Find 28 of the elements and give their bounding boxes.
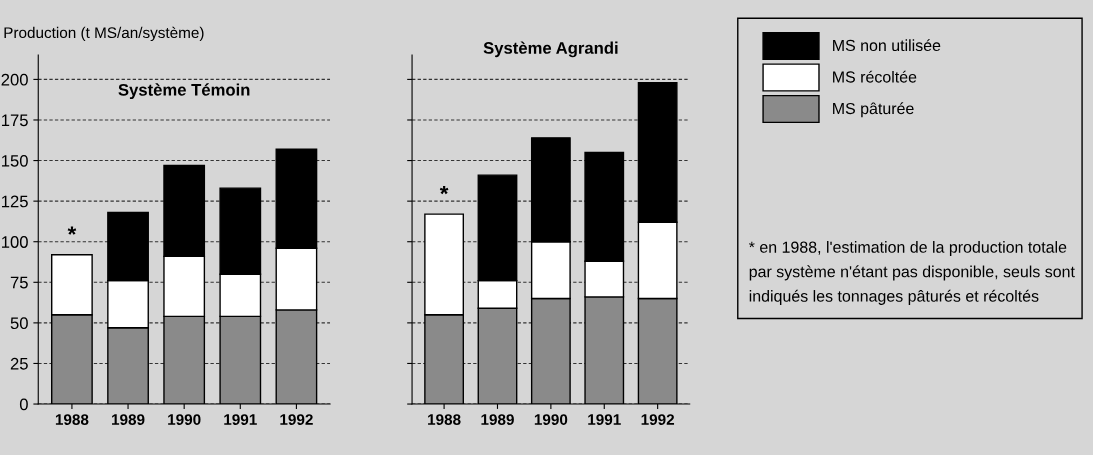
x-tick-label: 1990 xyxy=(168,414,201,425)
y-tick-label: 150 xyxy=(2,154,28,167)
legend-label: MS pâturée xyxy=(833,102,914,118)
y-tick-label: 125 xyxy=(2,195,28,208)
x-tick-label: 1990 xyxy=(534,414,568,425)
y-tick-label: 75 xyxy=(10,276,28,289)
y-axis-title: Production (t MS/an/système) xyxy=(4,26,204,42)
y-tick-label: 0 xyxy=(19,398,28,411)
x-tick-label: 1992 xyxy=(280,414,313,425)
y-tick-label: 100 xyxy=(2,236,28,248)
y-tick-label: 200 xyxy=(1,73,28,86)
y-tick-label: 25 xyxy=(10,357,28,370)
text: * en 1988, l'estimation de la production totale par système n'étant pas disponible, seuls sont indiqués les tonnages pâturés et récoltés xyxy=(748,241,1075,305)
chart-title: Système Agrandi xyxy=(483,41,618,58)
x-tick-label: 1988 xyxy=(55,414,89,425)
y-tick-label: 175 xyxy=(2,114,28,127)
y-tick-label: 50 xyxy=(10,317,28,330)
x-tick-label: 1991 xyxy=(224,414,257,425)
x-tick-label: 1989 xyxy=(481,414,514,425)
annotation: * xyxy=(67,226,77,235)
text: Système Témoin xyxy=(118,83,250,100)
annotation: * xyxy=(439,185,449,195)
x-tick-label: 1989 xyxy=(112,414,145,425)
x-tick-label: 1988 xyxy=(428,414,461,425)
x-tick-label: 1991 xyxy=(588,414,621,425)
legend-label: MS non utilisée xyxy=(833,39,941,52)
legend-label: MS récoltée xyxy=(833,70,917,83)
x-tick-label: 1992 xyxy=(641,414,675,425)
